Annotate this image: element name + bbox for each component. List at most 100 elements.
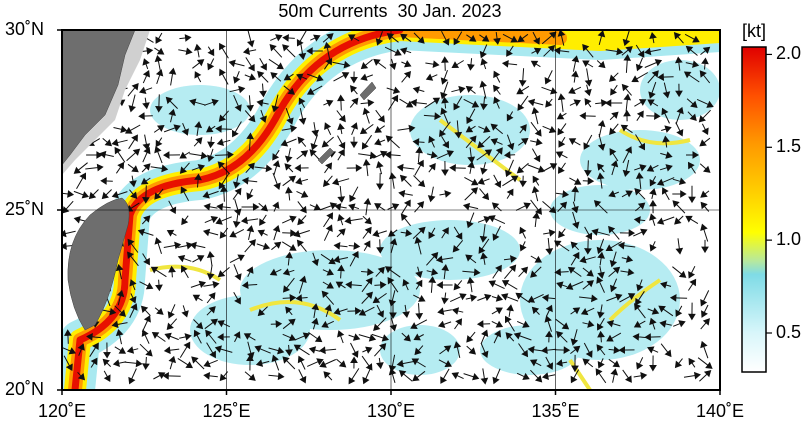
- current-arrow: [401, 70, 412, 83]
- current-arrow: [360, 99, 375, 107]
- current-arrow: [570, 241, 580, 251]
- current-arrow: [203, 203, 218, 211]
- current-arrow: [635, 57, 644, 72]
- current-arrow: [477, 136, 491, 149]
- current-arrow: [337, 148, 345, 161]
- current-arrow: [350, 356, 358, 369]
- current-arrow: [321, 290, 335, 305]
- current-arrow: [688, 185, 696, 204]
- current-arrow: [490, 138, 503, 146]
- current-arrow: [463, 98, 480, 108]
- current-arrow: [501, 280, 518, 290]
- current-arrow: [241, 281, 258, 290]
- current-arrow: [506, 304, 514, 317]
- current-arrow: [571, 185, 580, 202]
- current-arrow: [519, 175, 527, 188]
- current-arrow: [179, 34, 192, 42]
- current-arrow: [155, 279, 163, 292]
- current-arrow: [610, 160, 619, 176]
- current-arrow: [582, 320, 595, 328]
- current-arrow: [375, 109, 385, 123]
- current-arrow: [256, 99, 269, 107]
- current-arrow: [306, 85, 323, 95]
- current-arrow: [618, 346, 635, 354]
- current-arrow: [516, 320, 530, 328]
- current-arrow: [150, 164, 169, 173]
- current-arrow: [527, 98, 544, 107]
- current-arrow: [257, 229, 268, 237]
- current-arrow: [282, 333, 297, 342]
- current-arrow: [423, 112, 442, 121]
- current-arrow: [622, 30, 631, 47]
- current-arrow: [376, 239, 384, 254]
- current-arrow: [164, 332, 179, 341]
- current-arrow: [567, 266, 582, 277]
- current-arrow: [162, 372, 181, 380]
- current-arrow: [177, 241, 194, 250]
- current-arrow: [488, 280, 505, 290]
- current-arrow: [464, 176, 479, 186]
- current-arrow: [675, 122, 684, 137]
- current-arrow: [413, 175, 426, 188]
- current-arrow: [467, 58, 475, 71]
- current-arrow: [649, 355, 657, 372]
- current-arrow: [141, 315, 151, 333]
- current-arrow: [311, 122, 320, 137]
- current-arrow: [285, 306, 293, 316]
- current-arrow: [241, 176, 258, 185]
- current-arrow: [500, 293, 519, 302]
- current-arrow: [400, 229, 413, 237]
- current-arrow: [397, 124, 416, 133]
- current-arrow: [412, 138, 425, 146]
- current-arrow: [363, 197, 372, 216]
- current-arrow: [318, 346, 337, 355]
- current-arrow: [545, 237, 554, 255]
- current-arrow: [244, 371, 256, 381]
- current-arrow: [648, 81, 657, 99]
- current-arrow: [331, 178, 350, 186]
- current-arrow: [518, 266, 529, 278]
- current-arrow: [371, 333, 390, 342]
- current-arrow: [531, 106, 540, 125]
- map-body: [62, 30, 720, 390]
- current-arrow: [441, 56, 449, 71]
- current-arrow: [466, 108, 476, 125]
- current-arrow: [684, 33, 700, 43]
- current-arrow: [633, 216, 646, 224]
- current-arrow: [634, 164, 647, 172]
- current-arrow: [700, 46, 711, 55]
- current-arrow: [361, 355, 373, 371]
- current-arrow: [608, 358, 620, 368]
- current-arrow: [621, 255, 634, 263]
- current-arrow: [516, 85, 530, 95]
- current-arrow: [214, 345, 233, 353]
- current-arrow: [596, 172, 605, 189]
- current-arrow: [659, 320, 672, 328]
- current-arrow: [608, 190, 619, 198]
- current-arrow: [218, 110, 229, 122]
- current-arrow: [506, 134, 515, 151]
- current-arrow: [558, 136, 566, 148]
- current-arrow: [114, 305, 126, 317]
- current-arrow: [203, 280, 220, 289]
- current-arrow: [632, 333, 647, 341]
- current-arrow: [362, 158, 371, 177]
- current-arrow: [244, 73, 257, 81]
- current-arrow: [518, 138, 529, 146]
- current-arrow: [138, 86, 153, 94]
- current-arrow: [597, 330, 605, 343]
- current-arrow: [336, 358, 347, 368]
- current-arrow: [76, 172, 86, 189]
- current-arrow: [571, 354, 579, 373]
- current-arrow: [414, 345, 424, 356]
- current-arrow: [297, 355, 306, 370]
- current-arrow: [426, 268, 439, 276]
- current-arrow: [296, 73, 308, 81]
- current-arrow: [635, 134, 645, 151]
- current-arrow: [217, 333, 230, 341]
- current-arrow: [426, 251, 439, 266]
- current-arrow: [453, 96, 463, 111]
- current-arrow: [436, 150, 454, 160]
- current-arrow: [234, 199, 242, 216]
- current-arrow: [179, 333, 192, 341]
